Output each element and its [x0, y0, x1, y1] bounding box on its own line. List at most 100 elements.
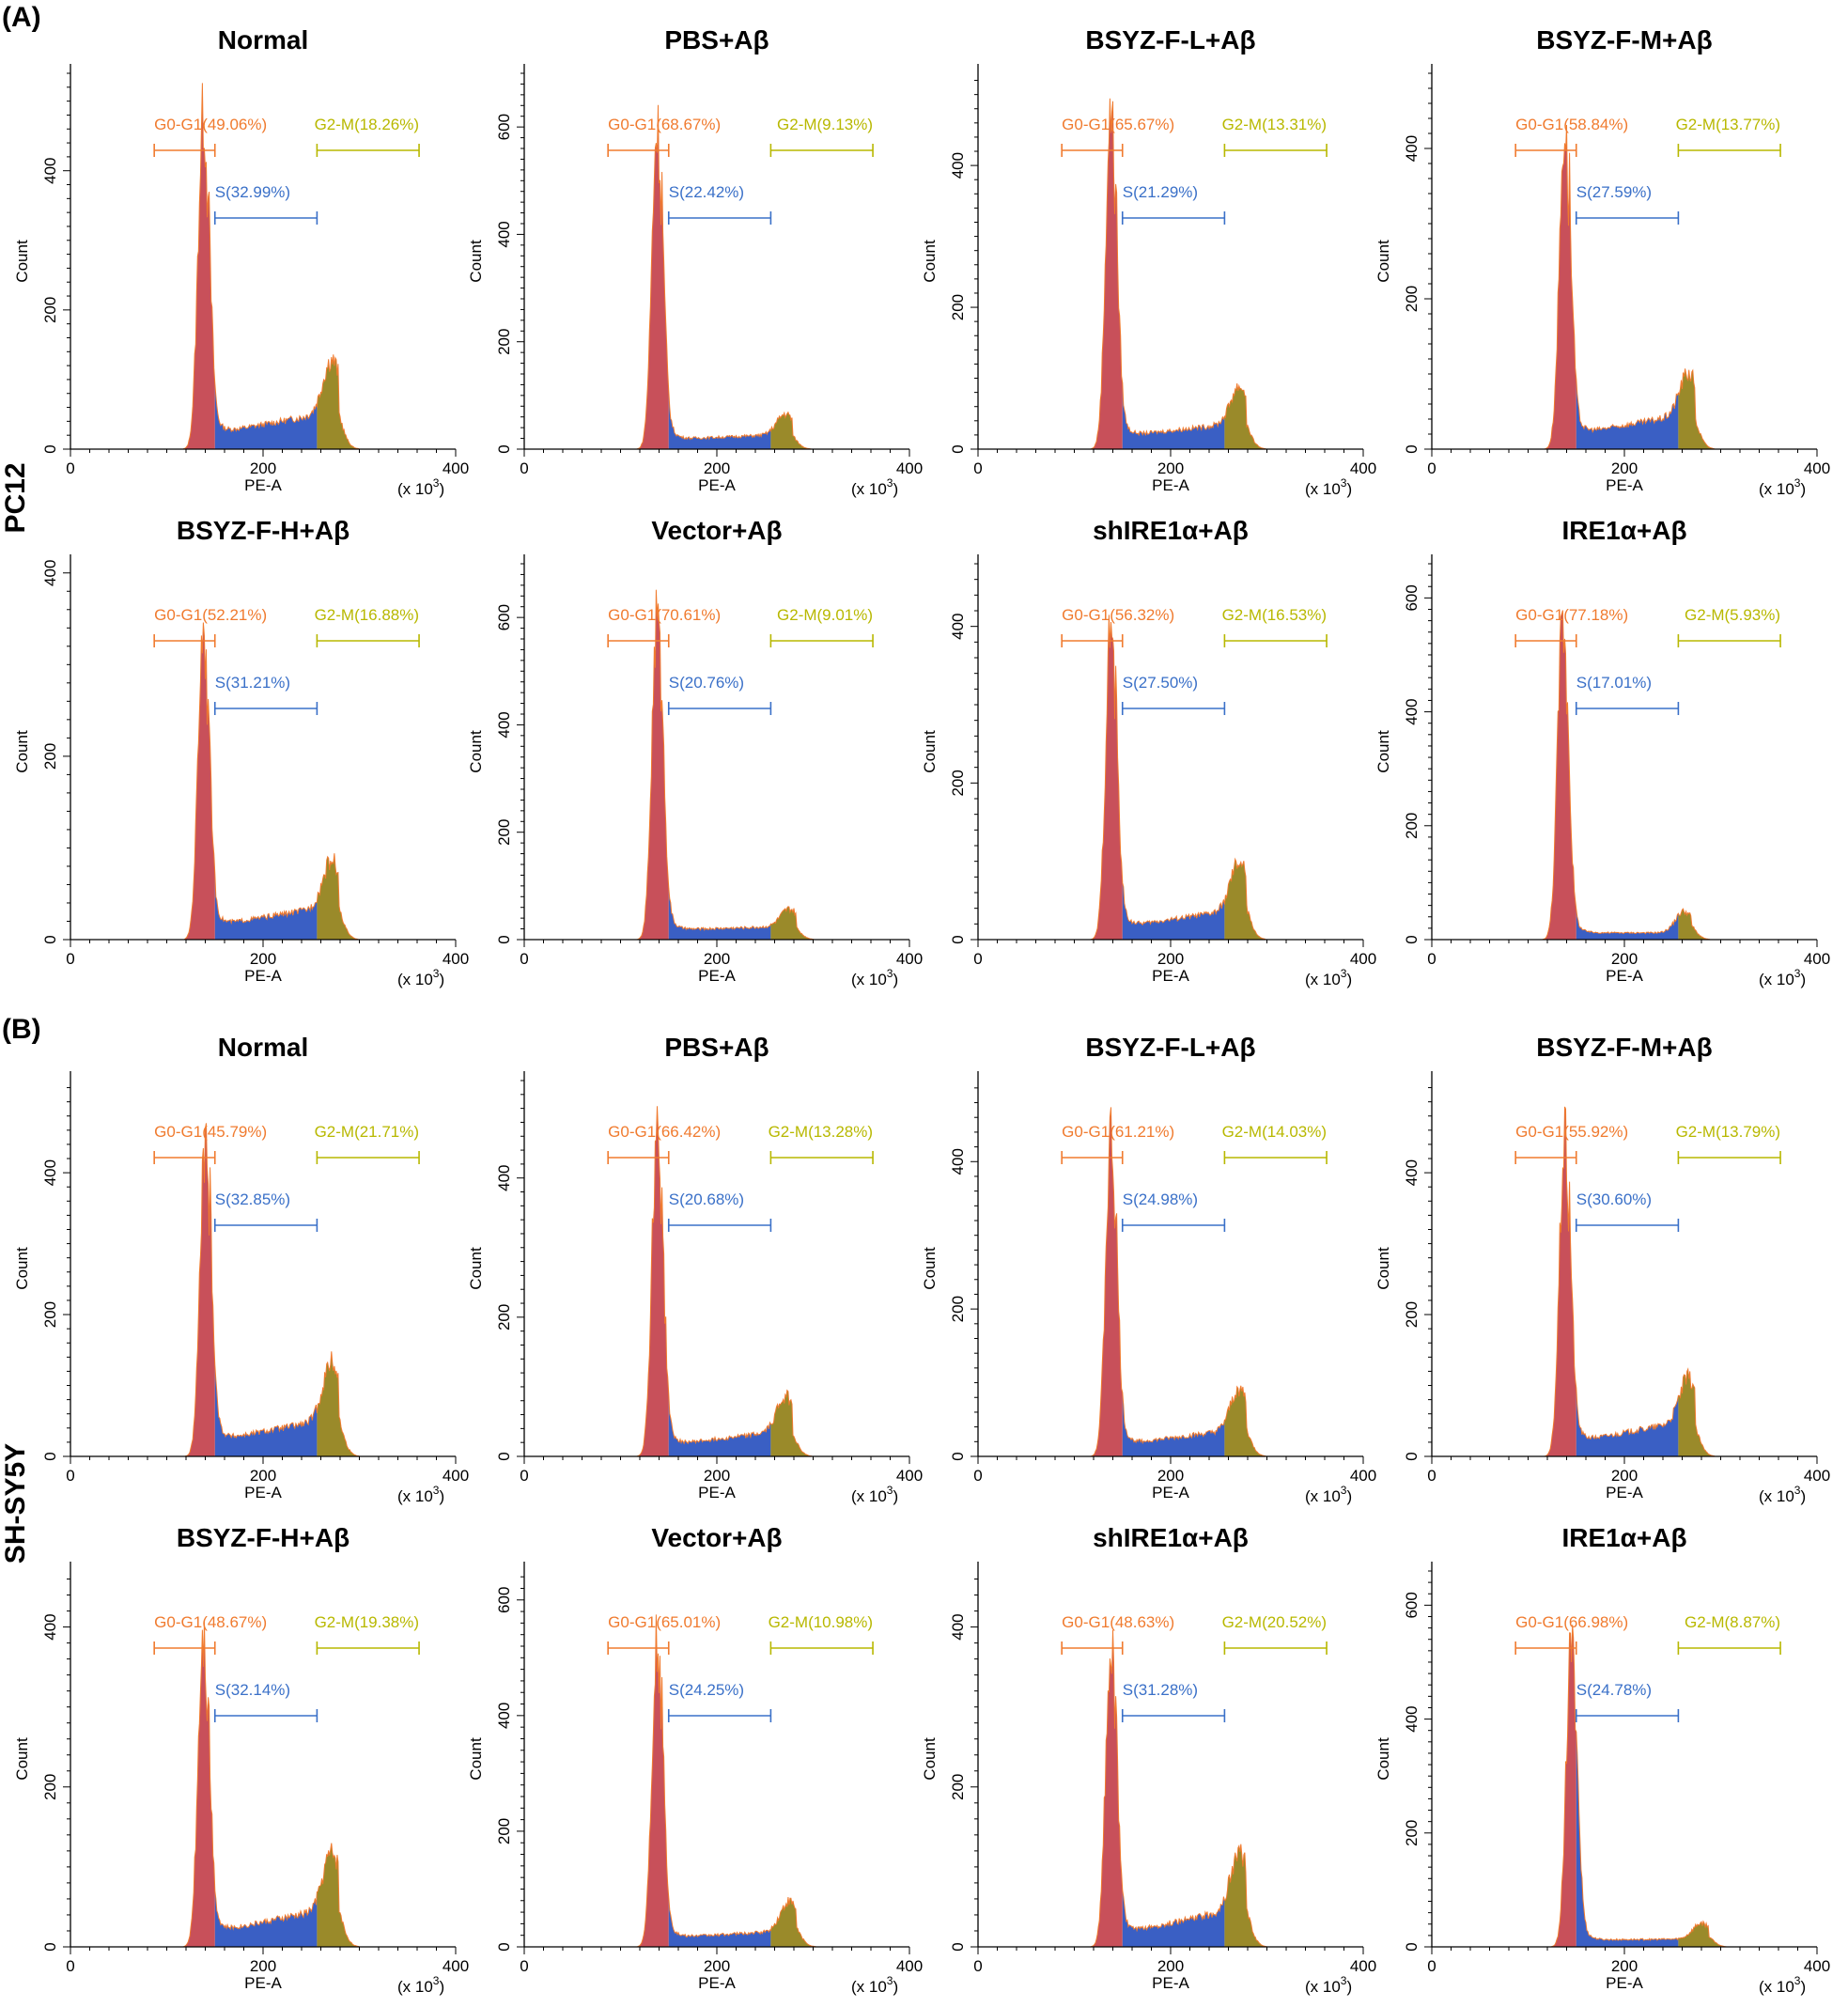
g0-g1-area [1074, 98, 1123, 450]
y-tick-label: 200 [1403, 286, 1421, 312]
g0-g1-area [620, 1106, 669, 1456]
x-scale-note: (x 103) [397, 476, 444, 498]
x-tick-label: 400 [896, 1467, 923, 1485]
x-tick-label: 200 [1611, 1957, 1638, 1975]
x-scale-close: ) [439, 1978, 444, 1996]
g0-g1-gate-label: G0-G1(52.21%) [154, 606, 267, 624]
y-axis-label: Count [921, 240, 939, 283]
x-scale-exponent: 3 [1341, 476, 1347, 490]
x-axis-label: PE-A [1152, 1974, 1189, 1992]
s-phase-gate-label: S(30.60%) [1576, 1190, 1652, 1208]
g2-m-gate-label: G2-M(9.01%) [777, 606, 873, 624]
y-tick-label: 0 [41, 1942, 59, 1951]
g2-m-area [770, 1390, 832, 1456]
s-phase-area [1122, 882, 1225, 940]
x-tick-label: 200 [1157, 459, 1184, 477]
y-tick-label: 200 [949, 294, 967, 320]
x-tick-label: 400 [1350, 950, 1376, 968]
g0-g1-area [1528, 125, 1576, 449]
panel-title: BSYZ-F-L+Aβ [1085, 25, 1255, 54]
x-tick-label: 0 [66, 950, 74, 968]
g0-g1-area [1528, 610, 1576, 940]
panel-title: IRE1α+Aβ [1561, 1523, 1686, 1552]
x-scale-note: (x 103) [1759, 476, 1806, 498]
y-tick-label: 0 [1403, 444, 1421, 453]
s-phase-gate-label: S(21.29%) [1123, 183, 1198, 201]
g0-g1-gate-label: G0-G1(45.79%) [154, 1123, 267, 1141]
y-tick-label: 200 [41, 1301, 59, 1328]
g2-m-area [317, 1351, 379, 1456]
x-tick-label: 400 [1804, 459, 1830, 477]
panel-letter-a: (A) [2, 2, 41, 33]
histogram-panel-8: IRE1α+Aβ 0 200 400 600 0 200 400 Count PE-A (x 103… [1374, 516, 1830, 988]
g0-g1-gate-label: G0-G1(66.98%) [1515, 1613, 1628, 1631]
y-tick-label: 0 [41, 444, 59, 453]
x-scale-note: (x 103) [1759, 1484, 1806, 1505]
s-phase-gate-label: S(17.01%) [1576, 674, 1652, 692]
g0-g1-gate-label: G0-G1(61.21%) [1062, 1123, 1174, 1141]
x-scale-exponent: 3 [1794, 1974, 1801, 1987]
panel-title: shIRE1α+Aβ [1093, 1523, 1249, 1552]
g0-g1-area [166, 1123, 215, 1456]
histogram-outline [620, 1106, 832, 1457]
histogram-outline [1074, 98, 1286, 450]
y-tick-label: 400 [41, 1159, 59, 1186]
y-tick-label: 200 [495, 1304, 513, 1330]
g2-m-area [1224, 1385, 1286, 1456]
x-axis-label: PE-A [1152, 967, 1189, 985]
x-tick-label: 0 [973, 1957, 982, 1975]
x-scale-exponent: 3 [1794, 1484, 1801, 1497]
y-tick-label: 400 [949, 152, 967, 179]
x-tick-label: 200 [250, 1467, 276, 1485]
s-phase-gate-label: S(20.68%) [669, 1190, 744, 1208]
panel-title: Vector+Aβ [651, 516, 782, 545]
y-axis-label: Count [921, 730, 939, 773]
x-scale-close: ) [439, 971, 444, 988]
histogram-outline [166, 83, 379, 450]
g2-m-area [1678, 909, 1740, 940]
histogram-outline [1074, 615, 1286, 941]
g0-g1-area [620, 1614, 669, 1947]
s-phase-area [214, 1890, 318, 1947]
histogram-panel-16: IRE1α+Aβ 0 200 400 600 0 200 400 Count PE-A (x 103… [1374, 1523, 1830, 1996]
x-tick-label: 200 [250, 1957, 276, 1975]
histogram-outline [1074, 1629, 1286, 1948]
s-phase-area [1576, 1388, 1679, 1456]
x-tick-label: 0 [66, 1957, 74, 1975]
x-scale-exponent: 3 [433, 1974, 440, 1987]
g0-g1-gate-label: G0-G1(48.63%) [1062, 1613, 1174, 1631]
y-tick-label: 0 [949, 1452, 967, 1460]
x-tick-label: 400 [443, 459, 469, 477]
x-axis-label: PE-A [1606, 967, 1643, 985]
x-tick-label: 200 [1157, 950, 1184, 968]
x-scale-note: (x 103) [851, 967, 898, 988]
x-tick-label: 200 [1611, 459, 1638, 477]
y-tick-label: 200 [495, 1818, 513, 1844]
y-tick-label: 400 [495, 1165, 513, 1191]
histogram-panel-12: BSYZ-F-M+Aβ 0 200 400 0 200 400 Count PE-A (x 103… [1374, 1033, 1830, 1505]
histogram-panel-15: shIRE1α+Aβ 0 200 400 0 200 400 Count PE-A (x 103)… [921, 1523, 1376, 1996]
histogram-panel-5: BSYZ-F-H+Aβ 0 200 400 0 200 400 Count PE-A (x 103… [13, 516, 469, 988]
g2-m-gate-label: G2-M(19.38%) [315, 1613, 419, 1631]
x-axis-label: PE-A [244, 476, 282, 494]
x-tick-label: 200 [704, 459, 730, 477]
x-tick-label: 400 [1804, 1957, 1830, 1975]
x-tick-label: 200 [1157, 1467, 1184, 1485]
s-phase-gate-label: S(32.14%) [215, 1681, 290, 1699]
histogram-outline [620, 1614, 832, 1948]
g2-m-gate-label: G2-M(21.71%) [315, 1123, 419, 1141]
panel-title: BSYZ-F-H+Aβ [177, 1523, 349, 1552]
g2-m-gate-label: G2-M(10.98%) [769, 1613, 873, 1631]
g0-g1-area [1074, 1107, 1123, 1456]
x-scale-note: (x 103) [1305, 476, 1352, 498]
x-scale-close: ) [893, 971, 898, 988]
histogram-panel-1: Normal 0 200 400 0 200 400 Count PE-A (x 103) G0-G… [13, 25, 469, 498]
y-tick-label: 200 [949, 1774, 967, 1800]
x-scale-exponent: 3 [1794, 967, 1801, 980]
s-phase-area [668, 1897, 771, 1947]
s-phase-gate-label: S(24.25%) [669, 1681, 744, 1699]
x-scale-close: ) [439, 480, 444, 498]
g0-g1-gate-label: G0-G1(66.42%) [608, 1123, 721, 1141]
x-scale-exponent: 3 [1341, 1974, 1347, 1987]
histogram-panel-7: shIRE1α+Aβ 0 200 400 0 200 400 Count PE-A (x 103)… [921, 516, 1376, 988]
